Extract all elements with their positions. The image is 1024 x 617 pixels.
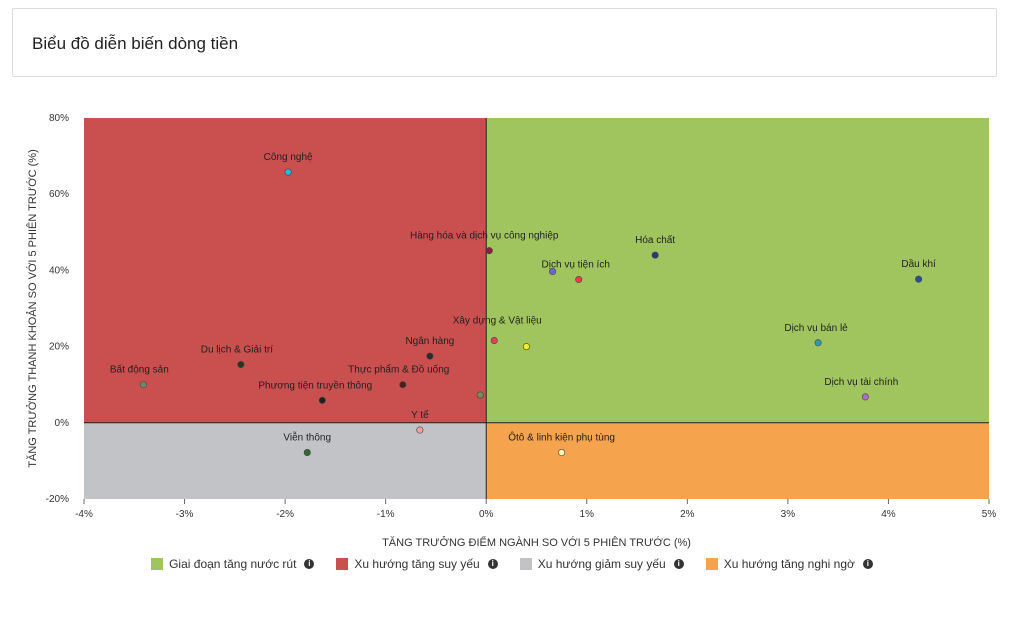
y-tick-label: 60% [49, 189, 69, 200]
legend-label: Xu hướng giảm suy yếu [537, 557, 666, 571]
data-point-label: Dịch vụ bán lẻ [784, 323, 848, 334]
data-point-label: Hóa chất [635, 234, 675, 246]
data-point [476, 391, 484, 399]
data-point [558, 449, 566, 457]
legend-item[interactable]: Giai đoạn tăng nước rút i [151, 557, 315, 571]
quadrant-2 [84, 422, 487, 499]
chart-header-card: Biểu đồ diễn biến dòng tiền [12, 8, 997, 77]
x-tick-label: 1% [580, 509, 595, 520]
data-point [549, 268, 557, 276]
page-title: Biểu đồ diễn biến dòng tiền [32, 34, 239, 53]
data-point [522, 343, 530, 351]
data-point [861, 393, 869, 401]
x-tick-label: -2% [276, 509, 294, 520]
y-tick-label: 20% [49, 342, 69, 353]
data-point [915, 275, 923, 283]
info-circle-icon[interactable]: i [304, 559, 315, 569]
x-tick-label: 3% [781, 509, 796, 520]
x-tick-label: 5% [982, 509, 997, 520]
data-point-label: Hàng hóa và dịch vụ công nghiệp [410, 231, 559, 242]
data-point [237, 361, 245, 369]
quadrant-0 [486, 118, 989, 423]
scatter-chart: -4% -3% -2% -1% 0% 1% 2% 3% 4% 5% -20% 0% 20% 40% 60% 8… [26, 113, 997, 549]
x-axis-label: TĂNG TRƯỞNG ĐIỂM NGÀNH SO VỚI 5 PHIÊN TR… [382, 536, 691, 549]
data-point-label: Ngân hàng [405, 336, 454, 347]
y-tick-label: 40% [49, 265, 69, 276]
data-point-label: Y tế [411, 409, 429, 421]
legend-swatch [151, 558, 164, 570]
y-tick-label: -20% [46, 494, 69, 505]
data-point [485, 247, 493, 255]
data-point-label: Ôtô & linh kiện phụ tùng [508, 431, 615, 444]
data-point [284, 168, 292, 176]
data-point [318, 396, 326, 404]
legend-item[interactable]: Xu hướng tăng suy yếu i [336, 557, 498, 571]
data-point [426, 352, 434, 360]
legend-swatch [519, 558, 532, 570]
x-tick-label: -4% [75, 509, 93, 520]
data-point [416, 426, 424, 434]
data-point [651, 251, 659, 259]
data-point [490, 337, 498, 345]
legend-label: Giai đoạn tăng nước rút [169, 557, 297, 571]
data-point-label: Dầu khí [901, 258, 936, 270]
legend-item[interactable]: Xu hướng tăng nghi ngờ i [705, 557, 873, 571]
y-tick-label: 80% [49, 113, 69, 124]
x-tick-label: 4% [881, 509, 896, 520]
data-point-label: Thực phẩm & Đồ uống [348, 364, 449, 376]
x-tick-label: -3% [176, 509, 194, 520]
chart-legend: Giai đoạn tăng nước rút i Xu hướng tăng su… [0, 557, 1024, 571]
y-axis-label: TĂNG TRƯỞNG THANH KHOẢN SO VỚI 5 PHIÊN T… [26, 149, 39, 467]
x-tick-label: -1% [377, 509, 395, 520]
data-point [399, 381, 407, 389]
info-circle-icon[interactable]: i [862, 559, 873, 569]
data-point-label: Công nghệ [264, 152, 313, 163]
data-point [814, 339, 822, 347]
data-point-label: Phương tiện truyền thông [258, 379, 372, 391]
legend-item[interactable]: Xu hướng giảm suy yếu i [519, 557, 684, 571]
data-point [139, 381, 147, 389]
x-tick-label: 0% [479, 509, 494, 520]
legend-swatch [336, 558, 349, 570]
data-point [303, 449, 311, 457]
y-tick-label: 0% [55, 418, 70, 429]
data-point-label: Viễn thông [283, 431, 331, 444]
data-point-label: Dịch vụ tiện ích [542, 260, 610, 271]
data-point-label: Dịch vụ tài chính [824, 377, 898, 388]
legend-label: Xu hướng tăng nghi ngờ [723, 557, 855, 571]
quadrant-3 [486, 422, 989, 499]
info-circle-icon[interactable]: i [673, 559, 684, 569]
data-point-label: Du lịch & Giải trí [201, 345, 273, 356]
data-point [575, 276, 583, 284]
legend-label: Xu hướng tăng suy yếu [354, 557, 480, 571]
x-tick-label: 2% [680, 509, 695, 520]
quadrant-1 [84, 118, 487, 423]
data-point-label: Xây dựng & Vật liệu [453, 316, 542, 327]
legend-swatch [705, 558, 718, 570]
info-circle-icon[interactable]: i [487, 559, 498, 569]
data-point-label: Bất động sản [110, 364, 169, 376]
